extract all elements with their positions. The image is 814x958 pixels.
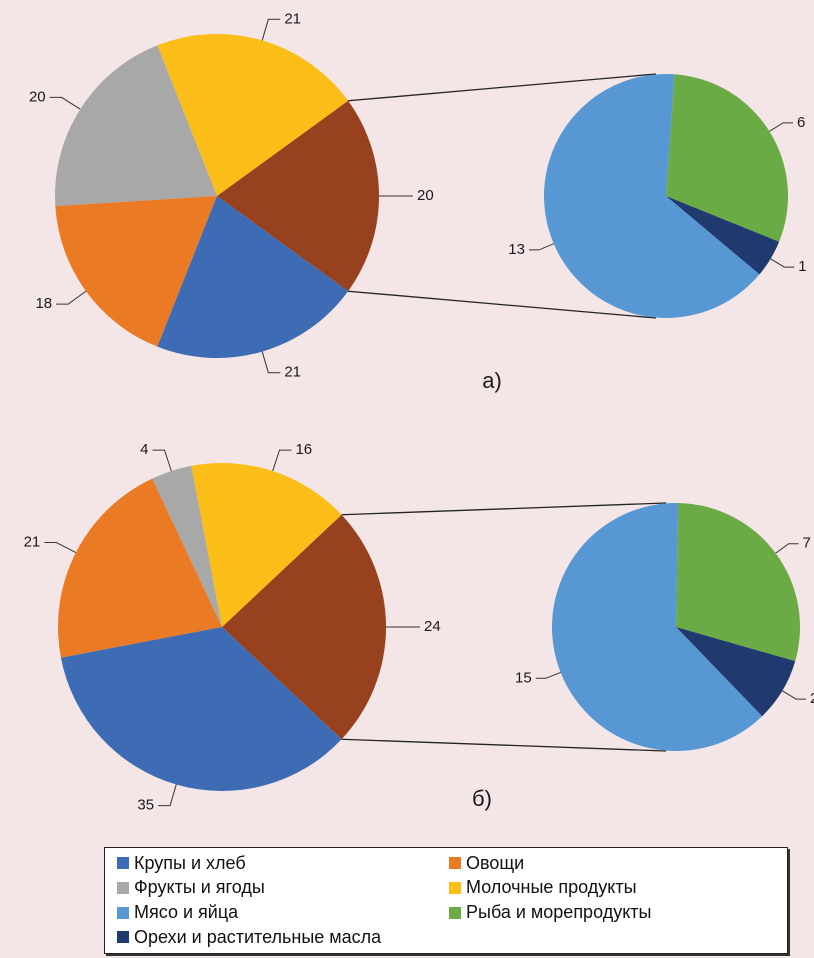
connector-line xyxy=(348,290,657,319)
data-label: 7 xyxy=(803,535,811,552)
connector-line xyxy=(341,738,667,752)
legend-label: Орехи и растительные масла xyxy=(134,926,382,947)
label-leader-line xyxy=(775,543,799,554)
data-label: 20 xyxy=(29,88,46,105)
pie-slice-group xyxy=(222,514,386,740)
connector-line xyxy=(341,502,667,516)
data-label: 21 xyxy=(284,10,301,27)
pie-slice-secondary xyxy=(676,503,800,662)
label-leader-line xyxy=(535,671,561,679)
data-label: 4 xyxy=(140,441,148,458)
legend-item-dairy: Молочные продукты xyxy=(449,876,779,900)
pie-slice xyxy=(157,196,349,358)
data-label: 2 xyxy=(810,690,814,707)
legend-item-grains: Крупы и хлеб xyxy=(117,851,449,875)
pie-slice xyxy=(55,45,218,207)
data-label: 35 xyxy=(137,797,154,814)
label-leader-line xyxy=(769,122,794,132)
data-label: 21 xyxy=(24,534,41,551)
pie-slice xyxy=(152,465,222,627)
legend-item-nuts: Орехи и растительные масла xyxy=(117,925,449,949)
label-leader-line xyxy=(261,351,281,374)
label-leader-line xyxy=(272,449,292,472)
data-label: 20 xyxy=(417,187,434,204)
legend-swatch xyxy=(117,857,129,869)
pie-slice-group xyxy=(217,100,379,292)
pie-charts: 20 21 20 18 21 6 1 13 а) 24 16 4 21 35 7 2 15 б) xyxy=(24,10,814,814)
legend-swatch xyxy=(449,857,461,869)
chart-caption: а) xyxy=(482,368,502,393)
legend-item-fruits: Фрукты и ягоды xyxy=(117,876,449,900)
pie-slice-secondary xyxy=(544,74,760,318)
data-label: 13 xyxy=(508,241,525,258)
legend-label: Рыба и морепродукты xyxy=(466,902,652,922)
data-label: 6 xyxy=(797,114,805,131)
legend-swatch xyxy=(117,881,129,894)
legend-label: Фрукты и ягоды xyxy=(134,877,265,898)
label-leader-line xyxy=(44,542,77,553)
label-leader-line xyxy=(152,449,172,472)
legend-label: Молочные продукты xyxy=(466,877,637,898)
legend-swatch xyxy=(117,906,129,919)
pie-slice xyxy=(157,33,349,197)
legend-label: Мясо и яйца xyxy=(134,902,239,922)
pie-slice xyxy=(191,462,342,627)
data-label: 16 xyxy=(295,441,312,458)
label-leader-line xyxy=(49,96,81,110)
label-leader-line xyxy=(528,243,554,251)
pie-slice xyxy=(55,196,217,347)
pie-slice-secondary xyxy=(676,627,796,717)
pie-slice xyxy=(60,627,342,791)
legend-swatch xyxy=(449,881,461,894)
label-leader-line xyxy=(56,290,87,305)
legend-label: Крупы и хлеб xyxy=(134,852,246,873)
label-leader-line xyxy=(770,258,795,268)
legend-item-fish: Рыба и морепродукты xyxy=(449,901,779,925)
legend-item-meat: Мясо и яйца xyxy=(117,901,449,925)
data-label: 24 xyxy=(424,618,441,635)
data-label: 15 xyxy=(515,669,532,686)
connector-line xyxy=(348,73,657,102)
label-leader-line xyxy=(261,18,281,41)
pie-slice xyxy=(58,478,222,658)
data-label: 1 xyxy=(798,258,806,275)
data-label: 18 xyxy=(35,295,52,312)
pie-slice-secondary xyxy=(666,74,788,242)
data-label: 21 xyxy=(284,364,301,381)
legend-item-vegetables: Овощи xyxy=(449,851,779,875)
legend-label: Овощи xyxy=(466,852,525,873)
legend-swatch xyxy=(449,906,461,919)
pie-slice-secondary xyxy=(666,196,780,275)
chart-caption: б) xyxy=(472,786,492,811)
legend-swatch xyxy=(117,931,129,944)
label-leader-line xyxy=(782,690,807,700)
pie-slice-secondary xyxy=(552,503,763,751)
label-leader-line xyxy=(158,784,177,807)
legend: Крупы и хлеб Овощи Фрукты и ягоды Молочн… xyxy=(104,847,788,954)
